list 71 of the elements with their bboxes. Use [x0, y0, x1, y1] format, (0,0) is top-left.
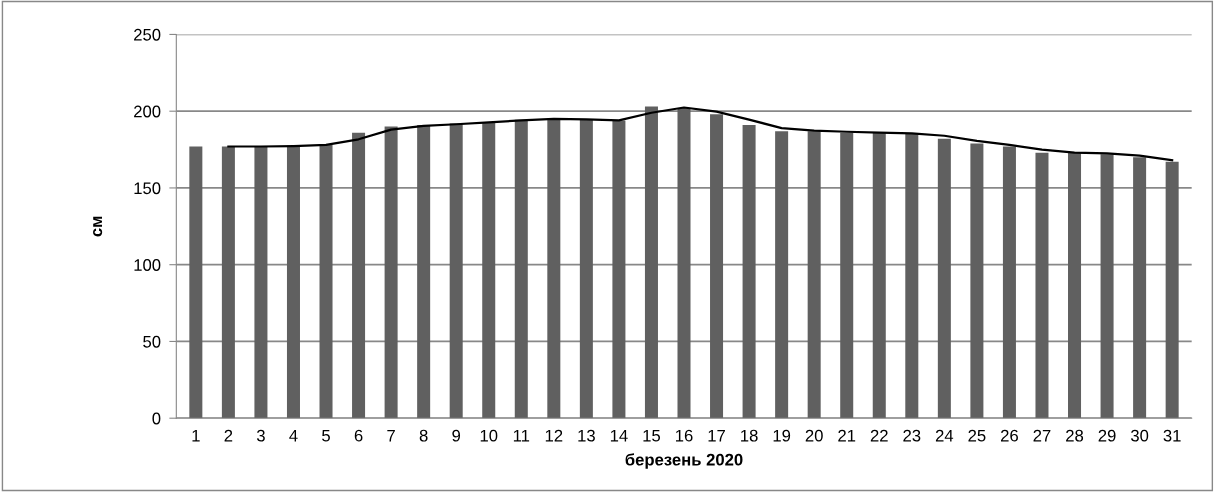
x-tick-label: 16 [676, 429, 693, 442]
x-tick-label: 29 [1098, 429, 1116, 442]
x-tick-label: 4 [289, 429, 298, 442]
bar [384, 126, 398, 419]
bar [905, 133, 919, 419]
x-tick-label: 28 [1066, 429, 1084, 442]
bar [221, 146, 235, 419]
y-tick-label: 250 [134, 28, 161, 41]
y-tick-label: 150 [134, 182, 161, 195]
x-tick-label: 25 [968, 429, 986, 442]
bar [1068, 152, 1082, 419]
x-tick-label: 15 [643, 429, 661, 442]
x-tick-label: 21 [838, 429, 856, 442]
x-tick-label: 18 [741, 429, 758, 442]
bar [514, 119, 528, 419]
bar [872, 132, 886, 419]
y-tick-label: 50 [143, 335, 161, 348]
x-tick-label: 22 [870, 429, 888, 442]
y-tick-label: 100 [134, 259, 161, 271]
x-tick-label: 1 [192, 429, 200, 442]
bar [482, 121, 496, 419]
x-tick-label: 8 [419, 429, 428, 442]
bar [189, 146, 203, 419]
x-tick-label: 31 [1163, 429, 1181, 442]
bar [449, 123, 463, 419]
bar [1133, 157, 1147, 419]
bar [710, 114, 724, 419]
x-tick-label: 10 [480, 429, 498, 442]
bar [742, 125, 756, 419]
x-tick-label: 12 [545, 429, 563, 442]
bar [840, 132, 854, 419]
x-tick-label: 27 [1033, 429, 1051, 442]
x-tick-label: 24 [935, 429, 954, 442]
bar [254, 146, 268, 419]
bar [644, 106, 658, 419]
bar [579, 119, 593, 419]
bar [547, 118, 561, 419]
x-tick-label: 11 [513, 429, 530, 442]
x-tick-label: 9 [452, 429, 461, 442]
y-axis-title: см [93, 216, 103, 237]
line-series [227, 106, 1174, 162]
x-tick-label: 7 [387, 429, 395, 442]
y-tick-label: 0 [152, 412, 161, 425]
bar [677, 108, 691, 419]
x-tick-label: 2 [224, 429, 233, 442]
bar [807, 131, 821, 419]
x-tick-label: 17 [708, 429, 725, 442]
bar [1035, 152, 1049, 419]
bar [775, 131, 789, 419]
bar [937, 138, 951, 419]
x-tick-label: 20 [805, 429, 823, 442]
x-tick-label: 14 [610, 429, 628, 442]
bar [1100, 154, 1114, 419]
bar [612, 120, 626, 419]
bar [1002, 146, 1016, 419]
bar [352, 132, 366, 419]
x-tick-label: 30 [1130, 429, 1149, 442]
bar [286, 145, 300, 419]
y-tick-label: 200 [134, 105, 161, 118]
x-tick-label: 5 [322, 429, 330, 442]
bar [417, 125, 431, 419]
bar [319, 144, 333, 419]
bar [970, 143, 984, 419]
x-tick-label: 6 [354, 429, 363, 442]
x-tick-label: 26 [1001, 429, 1018, 442]
bar [1165, 161, 1179, 419]
x-tick-label: 23 [903, 429, 921, 442]
x-tick-label: 19 [773, 429, 791, 442]
x-tick-label: 13 [578, 429, 595, 442]
x-tick-label: 3 [256, 429, 265, 442]
x-axis-title: березень 2020 [625, 453, 743, 469]
